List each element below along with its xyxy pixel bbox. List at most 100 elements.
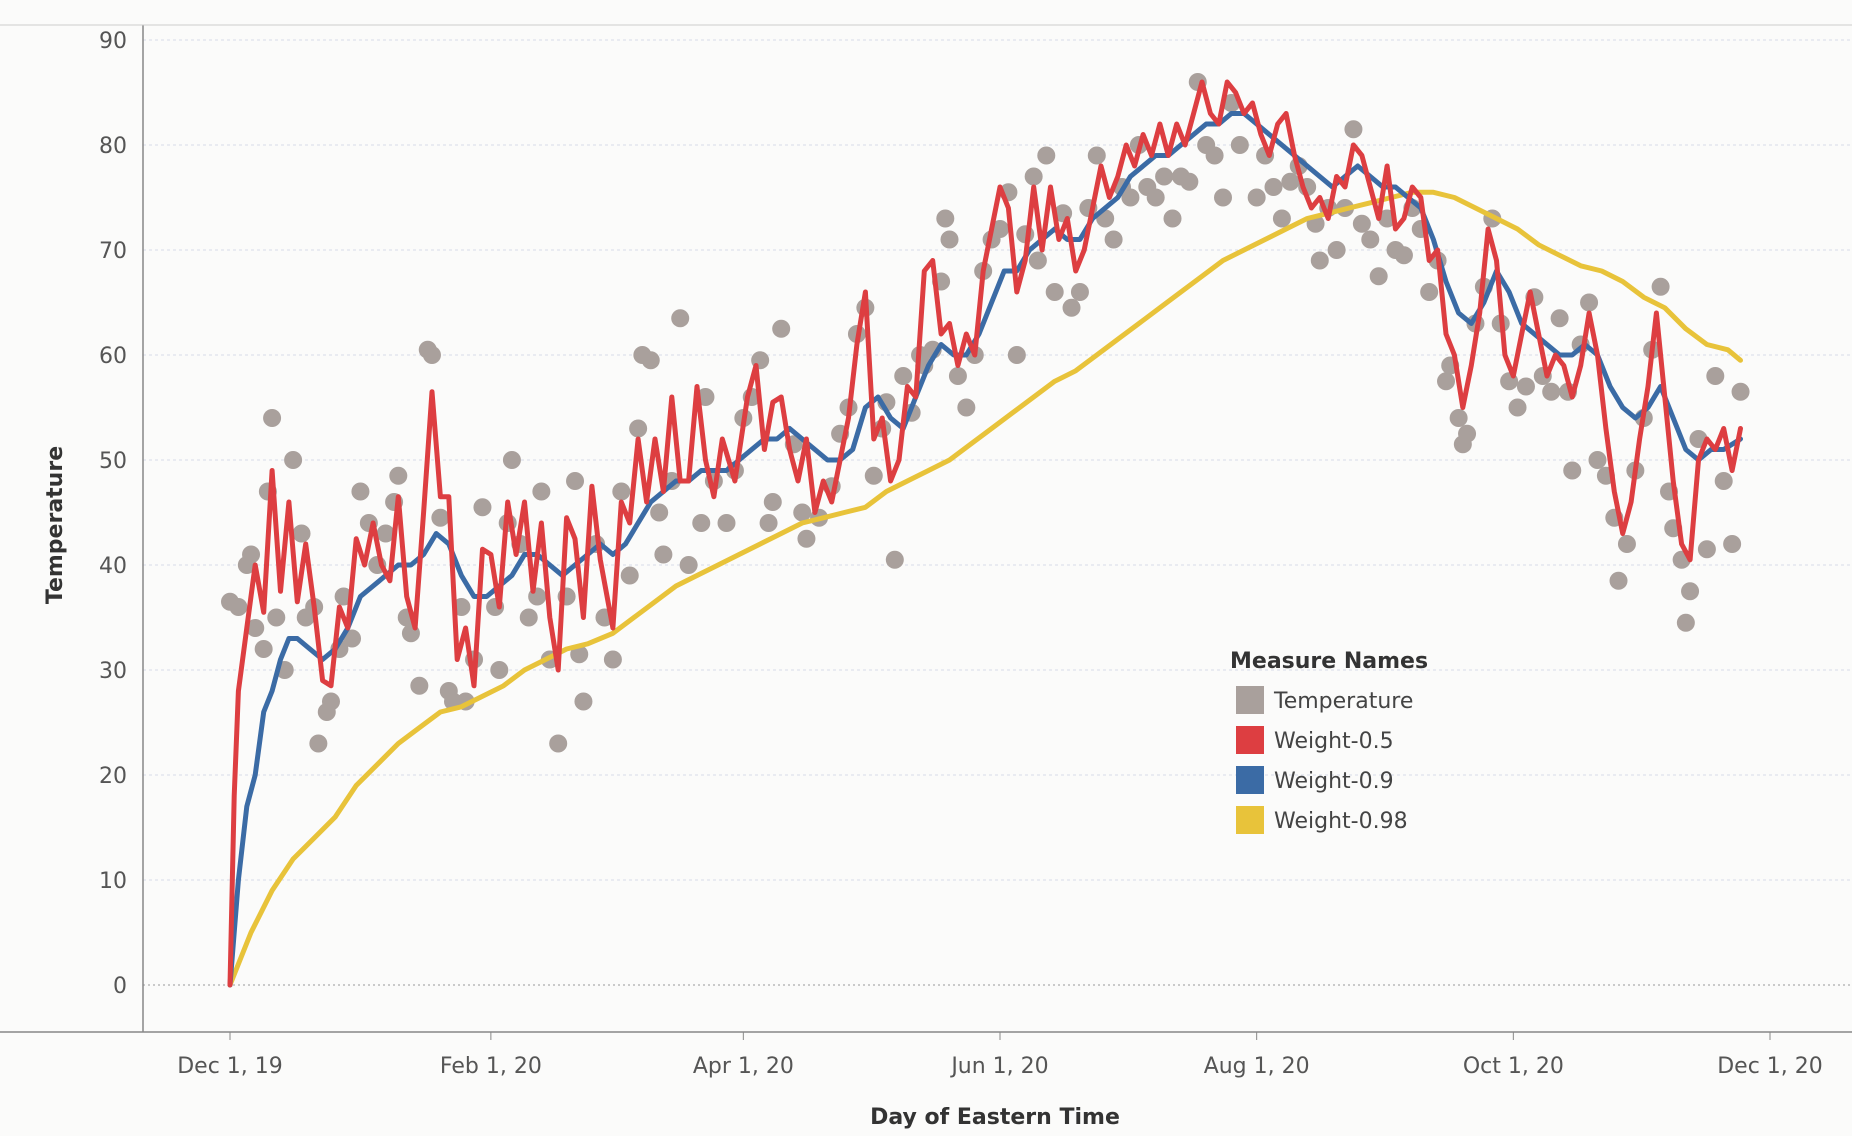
temperature-point xyxy=(1609,571,1628,590)
temperature-point xyxy=(797,529,816,548)
temperature-point xyxy=(1104,230,1123,249)
series-weight-0-98 xyxy=(227,189,1743,988)
temperature-point xyxy=(1437,372,1456,391)
legend-swatch xyxy=(1236,806,1264,834)
temperature-point xyxy=(759,514,778,532)
temperature-point xyxy=(532,482,551,501)
temperature-point xyxy=(1681,582,1700,601)
temperature-point xyxy=(620,566,639,585)
y-tick-label: 60 xyxy=(99,344,127,369)
temperature-point xyxy=(1121,188,1140,207)
y-tick-label: 10 xyxy=(99,869,127,894)
temperature-point xyxy=(629,419,648,438)
legend-swatch xyxy=(1236,726,1264,754)
temperature-point xyxy=(431,508,450,527)
temperature-point xyxy=(519,608,538,627)
x-tick-labels: Dec 1, 19 Feb 1, 20 Apr 1, 20 Jun 1, 20 Aug … xyxy=(177,1032,1823,1079)
legend-label: Temperature xyxy=(1273,689,1413,714)
x-tick-label: Apr 1, 20 xyxy=(693,1054,794,1079)
temperature-point xyxy=(1070,283,1089,301)
legend-label: Weight-0.98 xyxy=(1274,809,1408,834)
legend-items: Temperature Weight-0.5 Weight-0.9 Weight-0.… xyxy=(1236,686,1413,834)
legend-item-temperature: Temperature xyxy=(1236,686,1413,714)
temperature-point xyxy=(1651,277,1670,296)
temperature-point xyxy=(549,734,568,753)
temperature-point xyxy=(389,466,408,485)
temperature-point xyxy=(1028,251,1047,270)
temperature-point xyxy=(654,545,673,564)
temperature-point xyxy=(1146,188,1165,207)
legend-swatch xyxy=(1236,686,1264,714)
line-weight-0-5 xyxy=(227,79,1743,988)
temperature-point xyxy=(284,451,303,469)
temperature-point xyxy=(717,514,736,532)
temperature-point xyxy=(410,676,429,695)
temperature-point xyxy=(641,351,660,370)
temperature-point xyxy=(267,608,286,627)
temperature-point xyxy=(1580,293,1599,312)
y-tick-label: 70 xyxy=(99,239,127,264)
legend-item-weight-0-98: Weight-0.98 xyxy=(1236,806,1408,834)
temperature-point xyxy=(1369,267,1388,286)
temperature-point xyxy=(1420,283,1439,301)
temperature-point xyxy=(242,545,261,564)
temperature-point xyxy=(1723,535,1742,553)
temperature-point xyxy=(772,319,791,338)
temperature-point xyxy=(957,398,976,417)
temperature-point xyxy=(679,556,698,574)
temperature-point xyxy=(1163,209,1182,228)
legend-item-weight-0-5: Weight-0.5 xyxy=(1236,726,1394,754)
temperature-point xyxy=(1697,540,1716,559)
temperature-point xyxy=(1714,472,1733,490)
x-tick-label: Feb 1, 20 xyxy=(440,1054,542,1079)
y-tick-label: 20 xyxy=(99,764,127,789)
temperature-point xyxy=(1508,398,1527,417)
y-tick-label: 80 xyxy=(99,134,127,159)
temperature-point xyxy=(1310,251,1329,270)
series-temperature xyxy=(221,73,1750,753)
temperature-point xyxy=(1272,209,1291,228)
legend-item-weight-0-9: Weight-0.9 xyxy=(1236,766,1394,794)
temperature-point xyxy=(650,503,669,522)
temperature-point xyxy=(502,451,521,469)
temperature-point xyxy=(570,645,589,664)
temperature-point xyxy=(692,514,711,532)
temperature-point xyxy=(1087,146,1106,165)
y-tick-labels: 0 10 20 30 40 50 60 70 80 90 xyxy=(99,29,127,999)
temperature-point xyxy=(1024,167,1043,186)
temperature-point xyxy=(1588,451,1607,469)
temperature-point xyxy=(1563,461,1582,480)
temperature-point xyxy=(254,640,273,658)
y-tick-label: 90 xyxy=(99,29,127,54)
temperature-point xyxy=(1062,298,1081,317)
temperature-point xyxy=(1731,382,1750,401)
temperature-point xyxy=(1516,377,1535,396)
temperature-point xyxy=(263,409,282,427)
temperature-point xyxy=(1155,167,1174,186)
line-weight-0-98 xyxy=(227,189,1743,988)
temperature-point xyxy=(894,367,913,385)
temperature-point xyxy=(763,493,782,511)
temperature-point xyxy=(1361,230,1380,249)
y-tick-label: 0 xyxy=(113,974,127,999)
temperature-point xyxy=(309,734,328,753)
temperature-point xyxy=(948,367,967,385)
y-axis-title: Temperature xyxy=(43,446,68,604)
temperature-point xyxy=(1617,535,1636,553)
temperature-point xyxy=(1394,246,1413,265)
y-tick-label: 30 xyxy=(99,659,127,684)
temperature-point xyxy=(473,498,492,517)
temperature-point xyxy=(864,466,883,485)
x-axis-title: Day of Eastern Time xyxy=(870,1105,1120,1130)
legend-swatch xyxy=(1236,766,1264,794)
temperature-point xyxy=(1214,188,1233,207)
y-tick-label: 40 xyxy=(99,554,127,579)
temperature-point xyxy=(1007,346,1026,364)
temperature-point xyxy=(1676,613,1695,632)
temperature-point xyxy=(1352,214,1371,233)
x-tick-label: Jun 1, 20 xyxy=(949,1054,1048,1079)
temperature-point xyxy=(566,472,585,490)
series-layer xyxy=(221,73,1750,988)
legend-label: Weight-0.9 xyxy=(1274,769,1394,794)
